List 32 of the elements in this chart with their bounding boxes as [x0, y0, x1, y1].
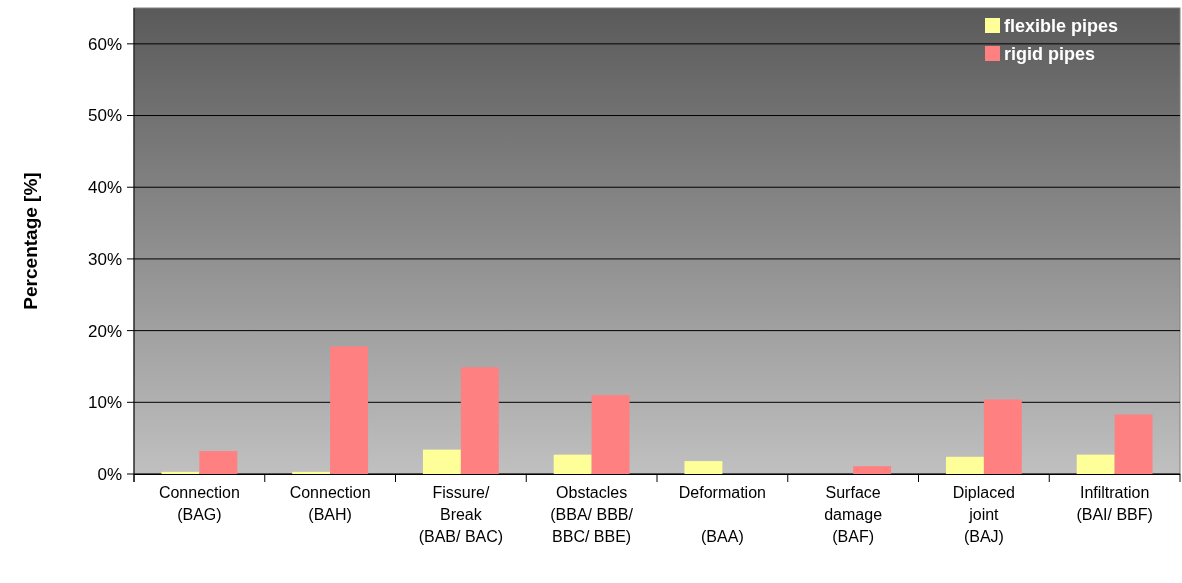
bar: [161, 471, 200, 474]
bar: [591, 395, 630, 474]
y-tick-label: 0%: [97, 464, 122, 484]
y-tick-label: 60%: [87, 34, 122, 54]
bar: [945, 456, 984, 474]
x-tick-label: Infiltration (BAI/ BBF): [1076, 484, 1153, 523]
bar: [1076, 454, 1115, 474]
x-tick-label: Connection (BAH): [289, 484, 371, 523]
y-tick-label: 30%: [87, 249, 122, 269]
bar: [553, 454, 592, 474]
y-tick-label: 20%: [87, 321, 122, 341]
category-label: Deformation (BAA): [678, 484, 766, 545]
bar: [1114, 414, 1153, 474]
y-axis-title: Percentage [%]: [20, 172, 41, 310]
y-tick-label: 40%: [87, 178, 122, 198]
bar: [983, 399, 1022, 474]
x-tick-label: Obstacles (BBA/ BBB/ BBC/ BBE): [550, 484, 634, 545]
x-tick-label: Fissure/ Break (BAB/ BAC): [418, 484, 504, 545]
legend-label: flexible pipes: [1004, 16, 1119, 37]
bar: [330, 346, 369, 474]
bar: [422, 449, 461, 474]
bar: [853, 466, 892, 474]
x-tick-label: Connection (BAG): [158, 484, 240, 523]
bar: [460, 367, 499, 474]
legend-label: rigid pipes: [1004, 44, 1096, 65]
bar: [292, 471, 331, 474]
bar: [199, 451, 238, 474]
x-tick-label: Diplaced joint (BAJ): [952, 484, 1016, 545]
y-tick-label: 50%: [87, 106, 122, 126]
bar: [684, 461, 723, 474]
y-tick-label: 10%: [87, 393, 122, 413]
x-tick-label: Surface damage (BAF): [824, 484, 883, 545]
